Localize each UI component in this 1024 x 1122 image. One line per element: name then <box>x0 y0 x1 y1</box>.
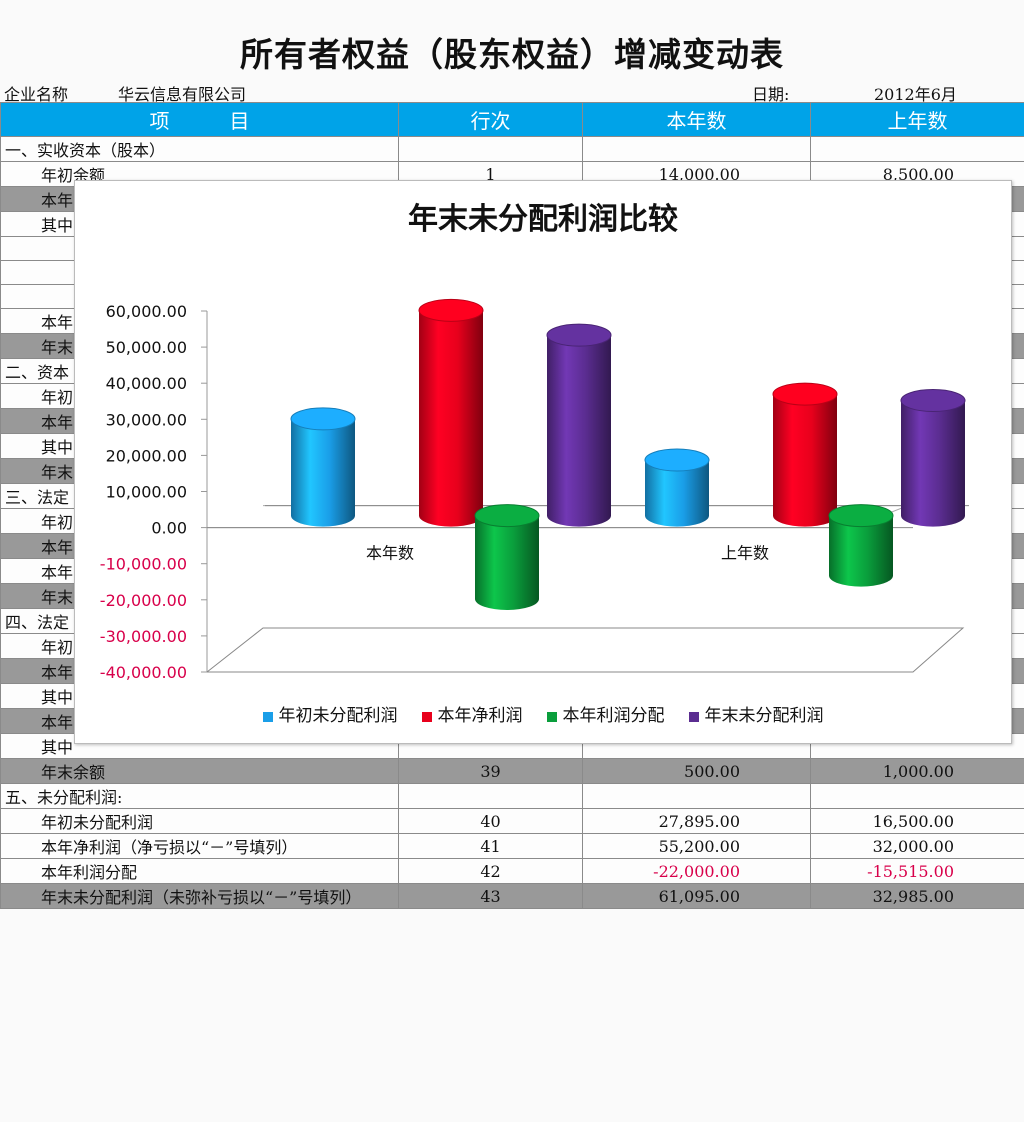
company-name: 华云信息有限公司 <box>118 85 247 104</box>
y-tick-label: -30,000.00 <box>100 627 187 646</box>
table-row: 年初未分配利润 40 27,895.00 16,500.00 <box>0 808 1024 834</box>
table-header-row: 项 目 行次 本年数 上年数 <box>0 102 1024 137</box>
y-tick-label: 50,000.00 <box>106 338 187 357</box>
cylinder-bar <box>291 418 355 527</box>
table-row: 一、实收资本（股本） <box>0 136 1024 162</box>
row-item-cell[interactable]: 五、未分配利润: <box>0 783 399 809</box>
cylinder-cap <box>474 504 540 528</box>
row-previous-cell[interactable]: 16,500.00 <box>810 808 1024 834</box>
row-previous-cell[interactable]: 1,000.00 <box>810 758 1024 784</box>
row-line-cell[interactable]: 42 <box>398 858 583 884</box>
y-tick-label: -40,000.00 <box>100 663 187 682</box>
legend-item: 年末未分配利润 <box>688 701 824 726</box>
row-previous-cell[interactable]: 32,000.00 <box>810 833 1024 859</box>
legend-label: 年初未分配利润 <box>278 706 398 726</box>
header-current-year: 本年数 <box>582 102 811 137</box>
row-item-cell[interactable]: 年初未分配利润 <box>0 808 399 834</box>
legend-swatch-icon <box>688 711 699 722</box>
y-tick-label: -20,000.00 <box>100 591 187 610</box>
cylinder-bar <box>645 460 709 527</box>
cylinder-bar <box>773 394 837 527</box>
table-row: 年末余额 39 500.00 1,000.00 <box>0 758 1024 784</box>
legend-item: 本年净利润 <box>421 701 523 726</box>
header-item: 项 目 <box>0 102 399 137</box>
row-item-cell[interactable]: 年末未分配利润（未弥补亏损以“－”号填列） <box>0 883 399 909</box>
chart-legend: 年初未分配利润 本年净利润 本年利润分配 年末未分配利润 <box>75 701 1011 726</box>
table-row: 年末未分配利润（未弥补亏损以“－”号填列） 43 61,095.00 32,985.0… <box>0 883 1024 909</box>
x-category-label: 上年数 <box>721 544 769 563</box>
legend-label: 本年利润分配 <box>562 706 665 726</box>
cylinder-cap <box>772 382 838 406</box>
legend-item: 年初未分配利润 <box>262 701 398 726</box>
cylinder-cap <box>644 448 710 472</box>
row-line-cell[interactable]: 43 <box>398 883 583 909</box>
cylinder-cap <box>290 407 356 431</box>
row-line-cell[interactable] <box>398 783 583 809</box>
header-previous-year: 上年数 <box>810 102 1024 137</box>
chart-panel[interactable]: 年末未分配利润比较 60,000.00 50,000.00 40,000.00 30,0… <box>74 180 1012 744</box>
row-item-cell[interactable]: 本年净利润（净亏损以“－”号填列） <box>0 833 399 859</box>
row-line-cell[interactable] <box>398 136 583 162</box>
y-tick-label: -10,000.00 <box>100 555 187 574</box>
cylinder-cap <box>546 323 612 347</box>
row-item-cell[interactable]: 年末余额 <box>0 758 399 784</box>
legend-swatch-icon <box>262 711 273 722</box>
cylinder-cap <box>900 389 966 413</box>
company-label: 企业名称 <box>4 85 69 104</box>
cylinder-cap <box>828 504 894 528</box>
row-item-cell[interactable]: 本年利润分配 <box>0 858 399 884</box>
cylinder-bar <box>475 515 539 611</box>
legend-item: 本年利润分配 <box>546 701 665 726</box>
row-current-cell[interactable]: 500.00 <box>582 758 811 784</box>
row-previous-cell[interactable]: 32,985.00 <box>810 883 1024 909</box>
y-tick-label: 0.00 <box>151 519 187 538</box>
retained-earnings-chart: 年末未分配利润比较 60,000.00 50,000.00 40,000.00 30,0… <box>100 202 969 682</box>
cylinder-bar <box>901 400 965 527</box>
table-row: 本年净利润（净亏损以“－”号填列） 41 55,200.00 32,000.00 <box>0 833 1024 859</box>
row-current-cell[interactable]: 27,895.00 <box>582 808 811 834</box>
legend-label: 本年净利润 <box>437 706 523 726</box>
row-line-cell[interactable]: 39 <box>398 758 583 784</box>
row-current-cell[interactable] <box>582 136 811 162</box>
cylinder-bar <box>547 335 611 527</box>
y-tick-label: 10,000.00 <box>106 483 187 502</box>
legend-label: 年末未分配利润 <box>704 706 824 726</box>
row-current-cell[interactable]: -22,000.00 <box>582 858 811 884</box>
y-tick-label: 60,000.00 <box>106 302 187 321</box>
row-previous-cell[interactable] <box>810 136 1024 162</box>
cylinder-bar <box>829 515 893 587</box>
table-row: 五、未分配利润: <box>0 783 1024 809</box>
legend-swatch-icon <box>421 711 432 722</box>
x-category-label: 本年数 <box>366 544 414 563</box>
row-item-cell[interactable]: 一、实收资本（股本） <box>0 136 399 162</box>
page-title: 所有者权益（股东权益）增减变动表 <box>240 35 784 74</box>
row-line-cell[interactable]: 41 <box>398 833 583 859</box>
row-current-cell[interactable]: 61,095.00 <box>582 883 811 909</box>
row-current-cell[interactable] <box>582 783 811 809</box>
legend-swatch-icon <box>546 711 557 722</box>
y-tick-label: 40,000.00 <box>106 374 187 393</box>
chart-title: 年末未分配利润比较 <box>408 202 678 237</box>
row-current-cell[interactable]: 55,200.00 <box>582 833 811 859</box>
row-line-cell[interactable]: 40 <box>398 808 583 834</box>
row-previous-cell[interactable]: -15,515.00 <box>810 858 1024 884</box>
row-previous-cell[interactable] <box>810 783 1024 809</box>
cylinder-cap <box>418 298 484 322</box>
floor-plane <box>205 627 965 673</box>
y-tick-label: 30,000.00 <box>106 410 187 429</box>
cylinder-bar <box>419 310 483 527</box>
date-value: 2012年6月 <box>874 85 957 104</box>
date-label: 日期: <box>752 85 790 104</box>
y-tick-label: 20,000.00 <box>106 446 187 465</box>
header-line: 行次 <box>398 102 583 137</box>
table-row: 本年利润分配 42 -22,000.00 -15,515.00 <box>0 858 1024 884</box>
